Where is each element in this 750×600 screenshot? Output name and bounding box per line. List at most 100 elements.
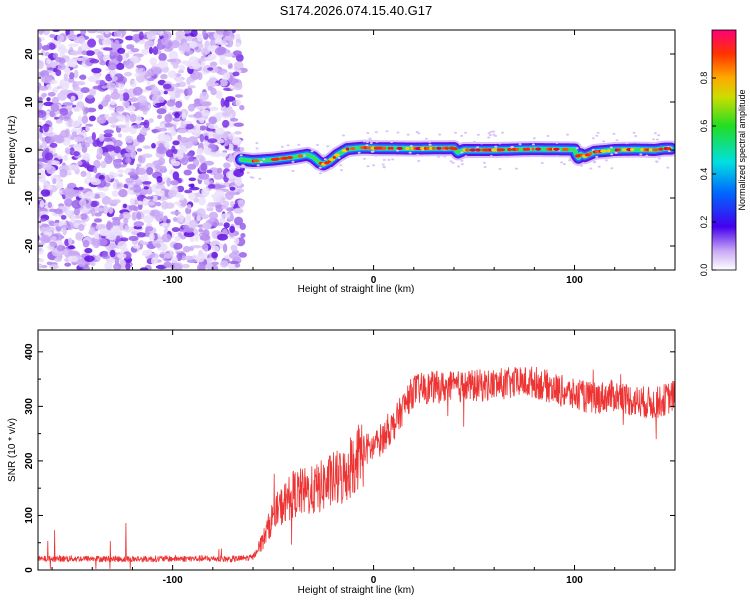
noise-blob [74, 136, 82, 143]
noise-blob [125, 35, 134, 41]
noise-blob [172, 217, 178, 222]
noise-blob [216, 30, 224, 35]
ridge-hotspot [274, 157, 280, 161]
noise-blob [110, 199, 121, 204]
ridge-hotspot [287, 156, 293, 160]
noise-blob [208, 116, 217, 125]
ridge-speckle [476, 155, 480, 158]
noise-blob [155, 184, 166, 190]
noise-blob [124, 60, 135, 69]
ridge-hotspot [327, 160, 331, 164]
noise-blob [161, 200, 169, 210]
noise-blob [104, 30, 110, 35]
noise-blob [217, 167, 223, 174]
ridge-speckle [428, 140, 432, 143]
noise-blob [58, 63, 66, 70]
noise-blob [95, 254, 101, 261]
ridge-speckle [566, 133, 569, 136]
noise-blob [40, 189, 51, 197]
noise-blob [60, 215, 67, 220]
ridge-speckle [416, 153, 420, 156]
ridge-speckle [489, 155, 493, 158]
noise-blob [43, 101, 55, 107]
noise-blob [137, 200, 143, 205]
noise-blob [199, 125, 207, 131]
colorbar-tick-label: 0.8 [699, 72, 709, 85]
noise-blob [103, 137, 113, 142]
ridge-speckle [443, 155, 447, 158]
noise-blob [217, 233, 228, 241]
ridge-speckle [655, 160, 659, 163]
noise-blob [56, 34, 65, 42]
ridge-speckle [255, 147, 259, 150]
noise-blob [54, 257, 62, 263]
noise-blob [41, 141, 48, 149]
noise-blob [67, 58, 78, 68]
noise-blob [136, 64, 145, 69]
noise-blob [234, 216, 243, 226]
noise-blob [239, 222, 246, 230]
ridge-hotspot [431, 146, 436, 150]
ridge-speckle [476, 133, 480, 136]
noise-blob [147, 68, 156, 77]
ridge-speckle [483, 166, 487, 168]
noise-blob [138, 40, 147, 45]
ridge-speckle [262, 158, 266, 161]
noise-blob [32, 31, 38, 38]
noise-blob [89, 227, 95, 236]
noise-blob [102, 38, 112, 46]
noise-blob [163, 90, 168, 95]
noise-blob [205, 257, 214, 263]
noise-blob [110, 124, 118, 128]
ridge-speckle [488, 134, 492, 137]
noise-blob [114, 39, 120, 48]
noise-blob [117, 133, 123, 138]
noise-blob [61, 82, 70, 90]
ridge-speckle [428, 143, 432, 146]
noise-blob [94, 212, 102, 217]
noise-blob [222, 37, 227, 45]
noise-blob [52, 52, 59, 59]
noise-blob [73, 69, 79, 79]
noise-blob [136, 167, 147, 176]
ridge-speckle [246, 171, 250, 174]
noise-blob [90, 178, 101, 186]
noise-blob [102, 47, 113, 51]
noise-blob [158, 53, 167, 62]
noise-blob [222, 31, 231, 37]
ridge-speckle [329, 167, 333, 170]
snr-y-axis-label: SNR (10 * v/v) [7, 418, 18, 482]
ridge-speckle [390, 141, 394, 143]
colorbar-tick-label: 0.0 [699, 264, 709, 277]
noise-blob [170, 83, 178, 88]
ridge-speckle [514, 167, 518, 170]
ridge-hotspot [451, 147, 458, 151]
noise-blob [230, 201, 235, 208]
x-tick-label: -100 [163, 275, 183, 286]
noise-blob [201, 243, 209, 251]
noise-blob [228, 252, 239, 259]
ridge-speckle [342, 134, 345, 137]
noise-blob [99, 192, 106, 199]
noise-blob [158, 97, 165, 103]
noise-blob [38, 163, 43, 170]
noise-blob [125, 114, 130, 122]
ridge-speckle [417, 159, 421, 162]
noise-blob [108, 171, 116, 179]
noise-blob [207, 184, 216, 189]
noise-blob [125, 177, 135, 184]
noise-blob [96, 30, 102, 34]
noise-blob [221, 205, 229, 210]
noise-blob [81, 115, 89, 124]
noise-blob [80, 87, 90, 94]
ridge-speckle [562, 163, 566, 166]
noise-blob [118, 189, 128, 198]
noise-blob [190, 30, 198, 37]
noise-blob [189, 235, 195, 243]
noise-blob [146, 201, 156, 206]
noise-blob [64, 128, 70, 137]
noise-blob [186, 87, 193, 96]
noise-blob [230, 118, 239, 122]
noise-blob [53, 208, 63, 214]
noise-blob [174, 112, 180, 119]
